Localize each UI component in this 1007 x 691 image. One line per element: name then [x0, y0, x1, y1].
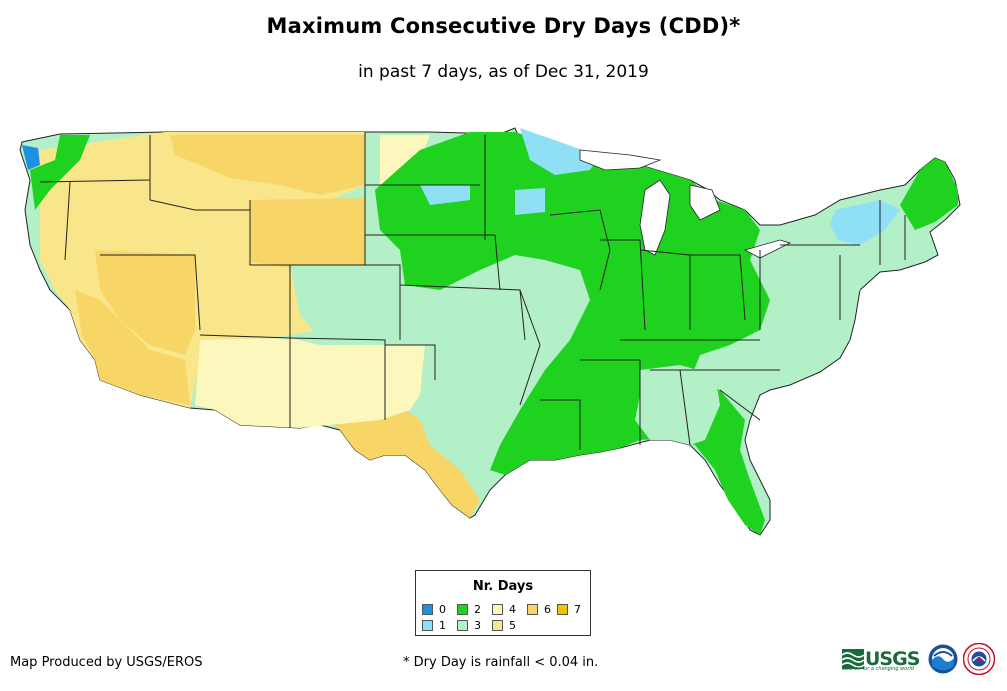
legend-label-6: 6 [544, 602, 551, 616]
agency-logos: USGS [842, 641, 1002, 677]
legend-item-6: 6 [527, 602, 551, 616]
legend: Nr. Days 0 1 2 3 4 5 6 7 [415, 570, 591, 636]
region-wyoming-6day [250, 198, 365, 268]
legend-item-3: 3 [457, 618, 481, 632]
region-virginia-3day [760, 245, 860, 345]
legend-label-5: 5 [509, 618, 516, 632]
state-borders [39, 132, 906, 450]
legend-swatch-3 [457, 619, 468, 631]
footnote-text: * Dry Day is rainfall < 0.04 in. [403, 655, 599, 670]
legend-item-4: 4 [492, 602, 516, 616]
region-southwest-4day [195, 338, 430, 428]
region-northeast-1day [830, 200, 900, 245]
map-subtitle: in past 7 days, as of Dec 31, 2019 [358, 62, 649, 82]
credit-text: Map Produced by USGS/EROS [10, 655, 203, 670]
legend-item-7: 7 [557, 602, 581, 616]
legend-item-5: 5 [492, 618, 516, 632]
region-colorado-3day [290, 265, 405, 340]
region-dakota-1day [420, 185, 470, 205]
legend-swatch-1 [422, 619, 433, 631]
lake-michigan [639, 179, 671, 256]
lake-huron [689, 184, 721, 221]
region-wa-0day [22, 145, 40, 170]
legend-swatch-5 [492, 619, 503, 631]
region-texas-6day [330, 400, 480, 518]
legend-swatch-4 [492, 603, 503, 615]
legend-label-1: 1 [439, 618, 446, 632]
legend-label-3: 3 [474, 618, 481, 632]
legend-title: Nr. Days [472, 579, 534, 594]
legend-swatch-7 [557, 603, 568, 615]
region-southeast-3day [635, 365, 720, 445]
usgs-logo: USGS [842, 648, 920, 670]
legend-item-0: 0 [422, 602, 446, 616]
region-california-6day [75, 290, 190, 405]
noaa-logo-icon [928, 644, 958, 674]
nws-logo-icon [963, 643, 996, 675]
map-regions [19, 127, 961, 536]
usgs-tagline: science for a changing world [842, 666, 914, 672]
region-minnesota-1day [520, 128, 600, 175]
legend-label-2: 2 [474, 602, 481, 616]
map-title: Maximum Consecutive Dry Days (CDD)* [266, 14, 741, 38]
legend-label-0: 0 [439, 602, 446, 616]
region-texas-east-3day [420, 345, 505, 465]
legend-label-7: 7 [574, 602, 581, 616]
legend-item-1: 1 [422, 618, 446, 632]
lake-superior [579, 149, 662, 171]
legend-swatch-0 [422, 603, 433, 615]
lake-erie [743, 239, 792, 259]
region-montana-6day [170, 135, 365, 195]
region-maine-2day [900, 158, 958, 230]
legend-label-4: 4 [509, 602, 516, 616]
region-nevada-6day [95, 250, 195, 355]
legend-swatch-6 [527, 603, 538, 615]
usgs-wave-icon [842, 649, 864, 669]
region-wi-1day [515, 188, 545, 215]
usgs-logo-text: USGS [865, 648, 920, 670]
legend-item-2: 2 [457, 602, 481, 616]
region-wa-2day [30, 135, 90, 210]
legend-swatch-2 [457, 603, 468, 615]
region-plains-4day [380, 135, 430, 185]
